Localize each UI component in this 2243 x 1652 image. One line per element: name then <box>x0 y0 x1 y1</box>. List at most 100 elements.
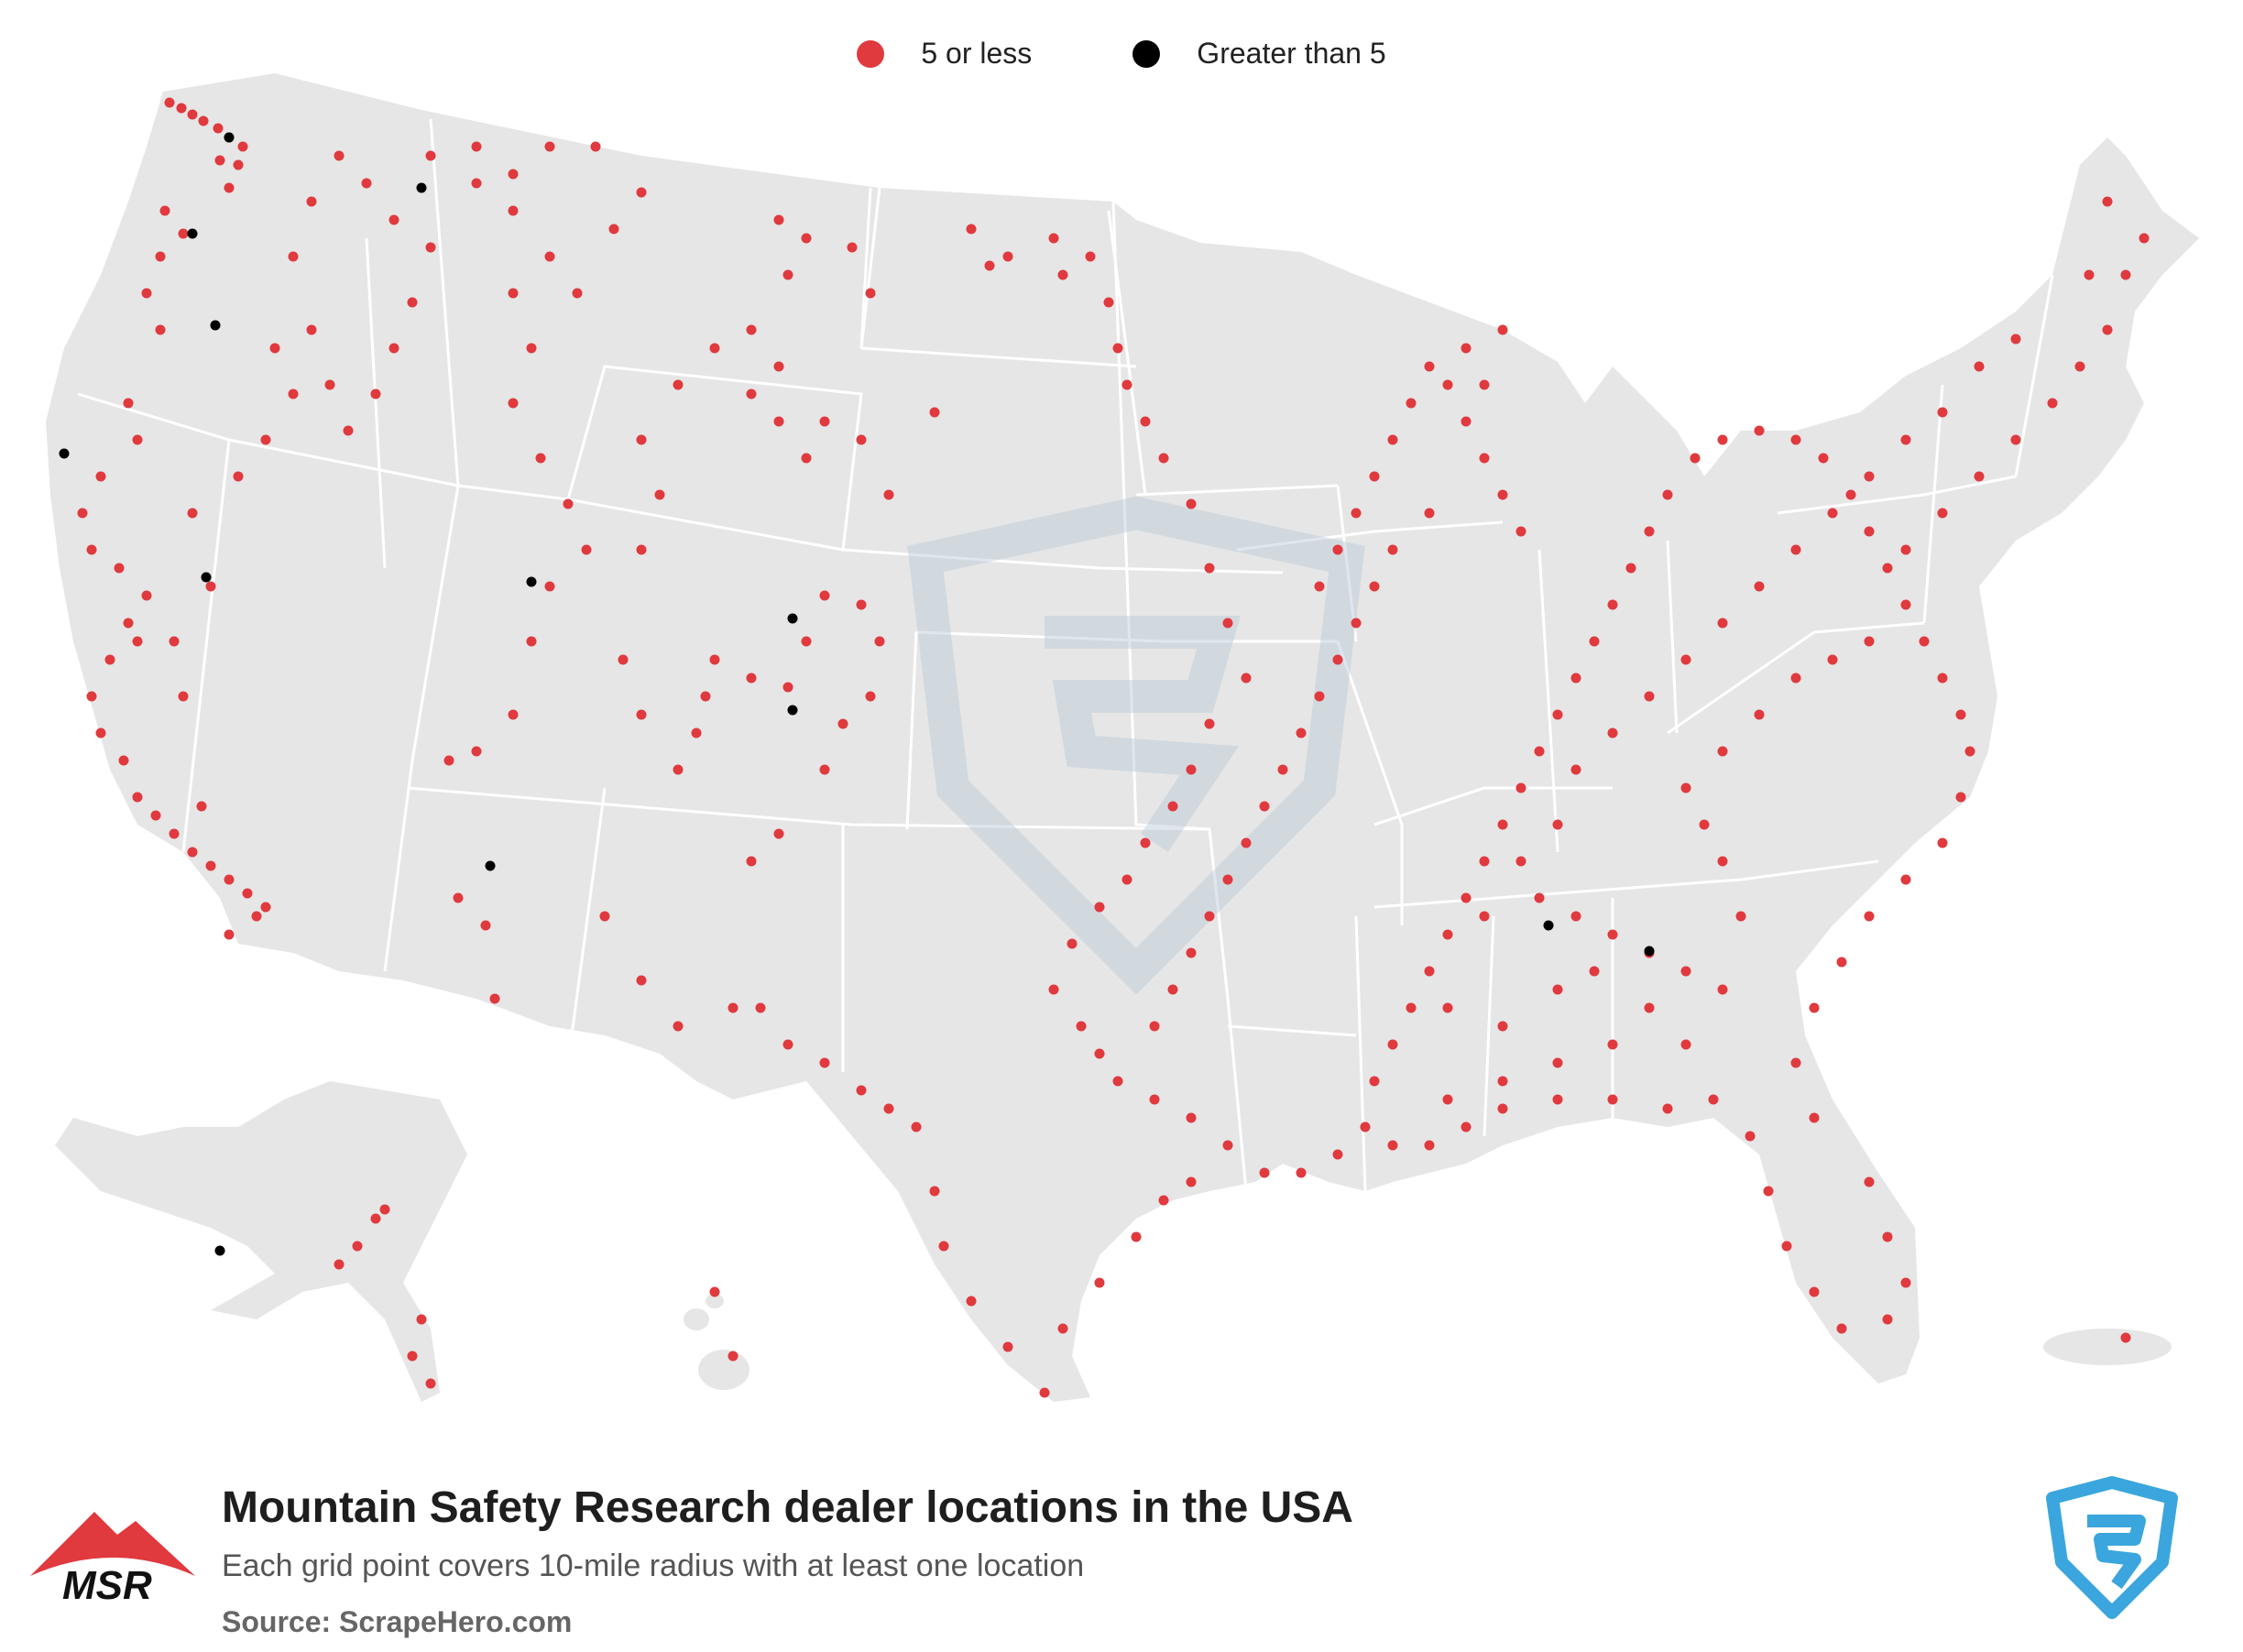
legend-item-high: Greater than 5 <box>1132 37 1386 71</box>
dealer-dot-low <box>1754 581 1765 592</box>
dealer-dot-low <box>1057 269 1068 280</box>
dealer-dot-low <box>1186 498 1197 509</box>
dealer-dot-low <box>709 1286 720 1297</box>
dealer-dot-high <box>416 182 427 193</box>
dealer-dot-low <box>425 150 436 161</box>
dealer-dot-low <box>2084 269 2095 280</box>
dealer-dot-low <box>1497 1076 1508 1087</box>
dealer-dot-low <box>1497 819 1508 830</box>
dealer-dot-low <box>1186 764 1197 775</box>
dealer-dot-low <box>1781 1241 1792 1252</box>
dealer-dot-high <box>787 613 798 624</box>
dealer-dot-low <box>361 178 372 189</box>
dealer-dot-low <box>1607 1039 1618 1050</box>
dealer-dot-low <box>1900 599 1911 610</box>
dealer-dot-low <box>929 407 940 418</box>
dealer-dot-low <box>883 489 894 500</box>
dealer-dot-low <box>233 471 244 482</box>
dealer-dot-low <box>563 498 574 509</box>
dealer-dot-low <box>746 388 757 399</box>
dealer-dot-low <box>118 755 129 766</box>
dealer-dot-low <box>1406 398 1417 409</box>
dealer-dot-low <box>2010 334 2021 345</box>
dealer-dot-low <box>104 654 115 665</box>
dealer-dot-low <box>1479 911 1490 922</box>
dealer-dot-low <box>416 1314 427 1325</box>
dealer-dot-low <box>1900 434 1911 445</box>
dealer-dot-low <box>224 182 235 193</box>
puerto-rico-island <box>2043 1329 2172 1365</box>
dealer-dot-low <box>1515 782 1526 793</box>
dealer-dot-low <box>1836 1323 1847 1334</box>
dealer-dot-low <box>1002 251 1013 262</box>
dealer-dot-low <box>132 636 143 647</box>
dealer-dot-low <box>1002 1341 1013 1352</box>
dealer-dot-low <box>224 874 235 885</box>
dealer-dot-low <box>407 1351 418 1362</box>
dealer-dot-low <box>1515 856 1526 867</box>
dealer-dot-low <box>1900 874 1911 885</box>
legend-swatch-red <box>857 39 885 68</box>
dealer-dot-low <box>837 718 848 729</box>
dealer-dot-low <box>425 242 436 253</box>
dealer-dot-high <box>1644 946 1655 957</box>
dealer-dot-low <box>1351 618 1362 629</box>
dealer-dot-low <box>480 920 491 931</box>
dealer-dot-low <box>1048 984 1059 995</box>
dealer-dot-low <box>205 860 216 871</box>
dealer-dot-low <box>1552 709 1563 720</box>
dealer-dot-low <box>938 1241 949 1252</box>
dealer-dot-low <box>1167 801 1178 812</box>
dealer-dot-low <box>1515 526 1526 537</box>
dealer-dot-low <box>2120 1332 2131 1343</box>
dealer-dot-low <box>1607 728 1618 738</box>
dealer-dot-low <box>535 453 546 464</box>
watermark-shield <box>907 496 1365 995</box>
map-source: Source: ScrapeHero.com <box>222 1605 573 1638</box>
dealer-dot-low <box>1570 673 1581 684</box>
dealer-dot-low <box>141 590 152 601</box>
dealer-dot-low <box>856 599 867 610</box>
dealer-dot-low <box>155 324 166 335</box>
dealer-dot-low <box>1112 343 1123 354</box>
dealer-dot-low <box>1919 636 1930 647</box>
dealer-dot-low <box>1424 966 1435 977</box>
dealer-dot-low <box>1955 709 1966 720</box>
dealer-dot-low <box>1369 471 1380 482</box>
alaska-land <box>55 1081 467 1402</box>
dealer-dot-low <box>260 434 271 445</box>
dealer-dot-low <box>1387 434 1398 445</box>
dealer-dot-low <box>141 288 152 299</box>
dealer-dot-low <box>1534 892 1545 903</box>
dealer-dot-low <box>746 856 757 867</box>
dealer-dot-low <box>801 636 812 647</box>
dealer-dot-low <box>1241 673 1252 684</box>
dealer-dot-low <box>782 269 793 280</box>
dealer-dot-low <box>1497 1021 1508 1032</box>
dealer-dot-low <box>443 755 454 766</box>
dealer-dot-low <box>1094 902 1105 913</box>
dealer-dot-low <box>288 251 299 262</box>
dealer-dot-low <box>132 434 143 445</box>
dealer-dot-low <box>1690 453 1701 464</box>
dealer-dot-low <box>654 489 665 500</box>
legend-item-low: 5 or less <box>857 37 1032 71</box>
legend: 5 or less Greater than 5 <box>0 37 2243 71</box>
dealer-dot-low <box>590 141 601 152</box>
dealer-dot-low <box>187 847 198 858</box>
dealer-dot-low <box>673 379 684 390</box>
dealer-dot-low <box>1717 856 1728 867</box>
dealer-dot-low <box>213 123 224 134</box>
dealer-dot-low <box>728 1002 739 1013</box>
dealer-dot-high <box>224 132 235 143</box>
dealer-dot-low <box>746 324 757 335</box>
dealer-dot-low <box>1461 343 1472 354</box>
hawaii-island <box>706 1294 724 1308</box>
dealer-dot-low <box>1103 297 1114 308</box>
dealer-dot-low <box>636 544 647 555</box>
dealer-dot-low <box>1790 434 1801 445</box>
dealer-dot-low <box>1149 1094 1160 1105</box>
dealer-dot-low <box>1461 892 1472 903</box>
scrapehero-logo-icon <box>2046 1476 2178 1619</box>
dealer-dot-high <box>485 860 496 871</box>
